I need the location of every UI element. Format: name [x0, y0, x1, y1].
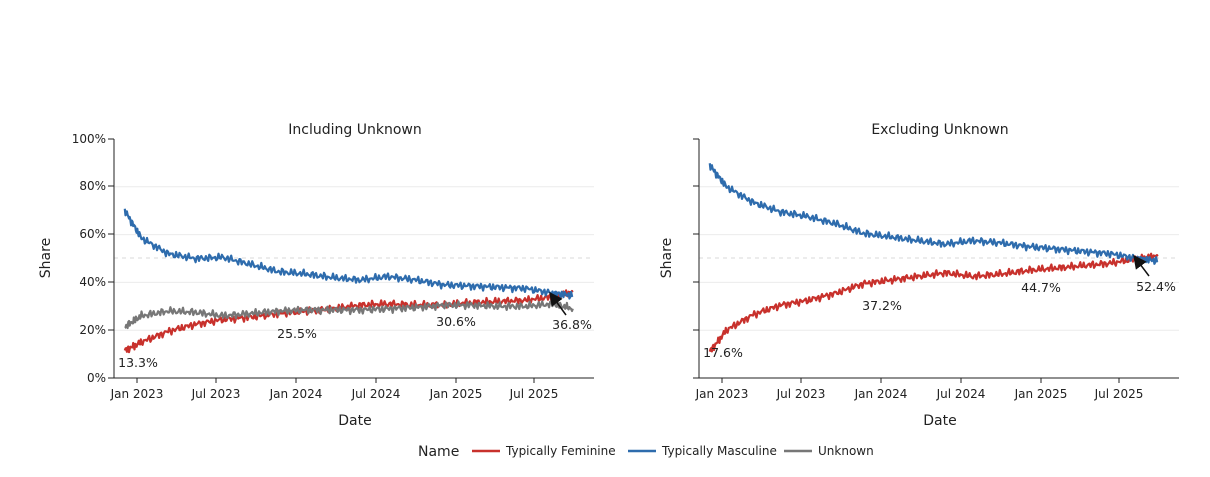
y-tick: 60%	[79, 227, 114, 241]
legend-label: Typically Masculine	[661, 444, 777, 458]
series-line-unknown	[124, 300, 574, 330]
series-line-typically-feminine	[708, 252, 1159, 353]
x-tick: Jul 2024	[351, 378, 401, 401]
data-label: 30.6%	[436, 314, 476, 329]
svg-text:20%: 20%	[79, 323, 106, 337]
x-axis-label: Date	[923, 413, 956, 429]
svg-text:60%: 60%	[79, 227, 106, 241]
series-line-typically-masculine	[123, 208, 574, 300]
x-tick: Jan 2023	[695, 378, 749, 401]
y-axis-label: Share	[659, 238, 675, 278]
y-ticks: 0% 20% 40% 60% 80% 100%	[72, 132, 114, 385]
svg-text:Jan 2024: Jan 2024	[854, 387, 908, 401]
data-label: 25.5%	[277, 326, 317, 341]
svg-text:Jul 2023: Jul 2023	[776, 387, 826, 401]
series-lines	[708, 163, 1159, 353]
annotation-arrow	[549, 291, 567, 316]
svg-text:Jan 2025: Jan 2025	[1014, 387, 1068, 401]
y-tick: 0%	[87, 371, 114, 385]
data-label: 36.8%	[552, 317, 592, 332]
y-axis-label: Share	[38, 238, 54, 278]
x-tick: Jul 2025	[1094, 378, 1144, 401]
data-label: 13.3%	[118, 355, 158, 370]
x-tick: Jan 2024	[269, 378, 323, 401]
svg-text:Jan 2025: Jan 2025	[429, 387, 483, 401]
svg-text:Jul 2024: Jul 2024	[936, 387, 986, 401]
series-line-typically-masculine	[708, 163, 1159, 265]
legend: Name Typically Feminine Typically Mascul…	[418, 444, 874, 460]
panel-including-unknown: Including Unknown 0% 20% 40% 60% 80% 100…	[38, 122, 594, 429]
x-axis-label: Date	[338, 413, 371, 429]
x-tick: Jul 2023	[776, 378, 826, 401]
legend-label: Unknown	[818, 444, 874, 458]
data-label: 37.2%	[862, 298, 902, 313]
svg-text:Jul 2025: Jul 2025	[1094, 387, 1144, 401]
data-label: 52.4%	[1136, 279, 1176, 294]
svg-text:40%: 40%	[79, 275, 106, 289]
data-label: 17.6%	[703, 345, 743, 360]
x-tick: Jul 2023	[191, 378, 241, 401]
svg-text:Jan 2023: Jan 2023	[110, 387, 164, 401]
x-tick: Jan 2023	[110, 378, 164, 401]
x-tick: Jul 2025	[509, 378, 559, 401]
data-label: 44.7%	[1021, 280, 1061, 295]
svg-text:0%: 0%	[87, 371, 106, 385]
svg-text:80%: 80%	[79, 179, 106, 193]
x-tick: Jul 2024	[936, 378, 986, 401]
y-tick: 20%	[79, 323, 114, 337]
series-line-typically-feminine	[123, 289, 574, 354]
x-ticks: Jan 2023 Jul 2023 Jan 2024 Jul 2024 Jan …	[695, 378, 1144, 401]
svg-text:100%: 100%	[72, 132, 106, 146]
y-tick: 100%	[72, 132, 114, 146]
legend-label: Typically Feminine	[505, 444, 616, 458]
gridlines	[699, 186, 1179, 331]
svg-text:Jan 2023: Jan 2023	[695, 387, 749, 401]
panel-title: Excluding Unknown	[871, 122, 1008, 138]
x-tick: Jan 2025	[429, 378, 483, 401]
series-lines	[123, 208, 574, 354]
x-tick: Jan 2025	[1014, 378, 1068, 401]
panel-title: Including Unknown	[288, 122, 421, 138]
svg-text:Jul 2023: Jul 2023	[191, 387, 241, 401]
gridlines	[114, 186, 594, 331]
svg-text:Jul 2025: Jul 2025	[509, 387, 559, 401]
annotation-arrow	[1133, 254, 1150, 277]
legend-item-typically-feminine[interactable]: Typically Feminine	[472, 444, 616, 458]
panel-excluding-unknown: Excluding Unknown Jan 2023 Jul 2023 Jan …	[659, 122, 1179, 429]
x-tick: Jan 2024	[854, 378, 908, 401]
y-tick: 80%	[79, 179, 114, 193]
x-ticks: Jan 2023 Jul 2023 Jan 2024 Jul 2024 Jan …	[110, 378, 559, 401]
y-ticks	[693, 138, 699, 379]
svg-text:Jul 2024: Jul 2024	[351, 387, 401, 401]
legend-title: Name	[418, 444, 459, 460]
legend-item-typically-masculine[interactable]: Typically Masculine	[628, 444, 777, 458]
svg-text:Jan 2024: Jan 2024	[269, 387, 323, 401]
legend-item-unknown[interactable]: Unknown	[784, 444, 874, 458]
y-tick: 40%	[79, 275, 114, 289]
